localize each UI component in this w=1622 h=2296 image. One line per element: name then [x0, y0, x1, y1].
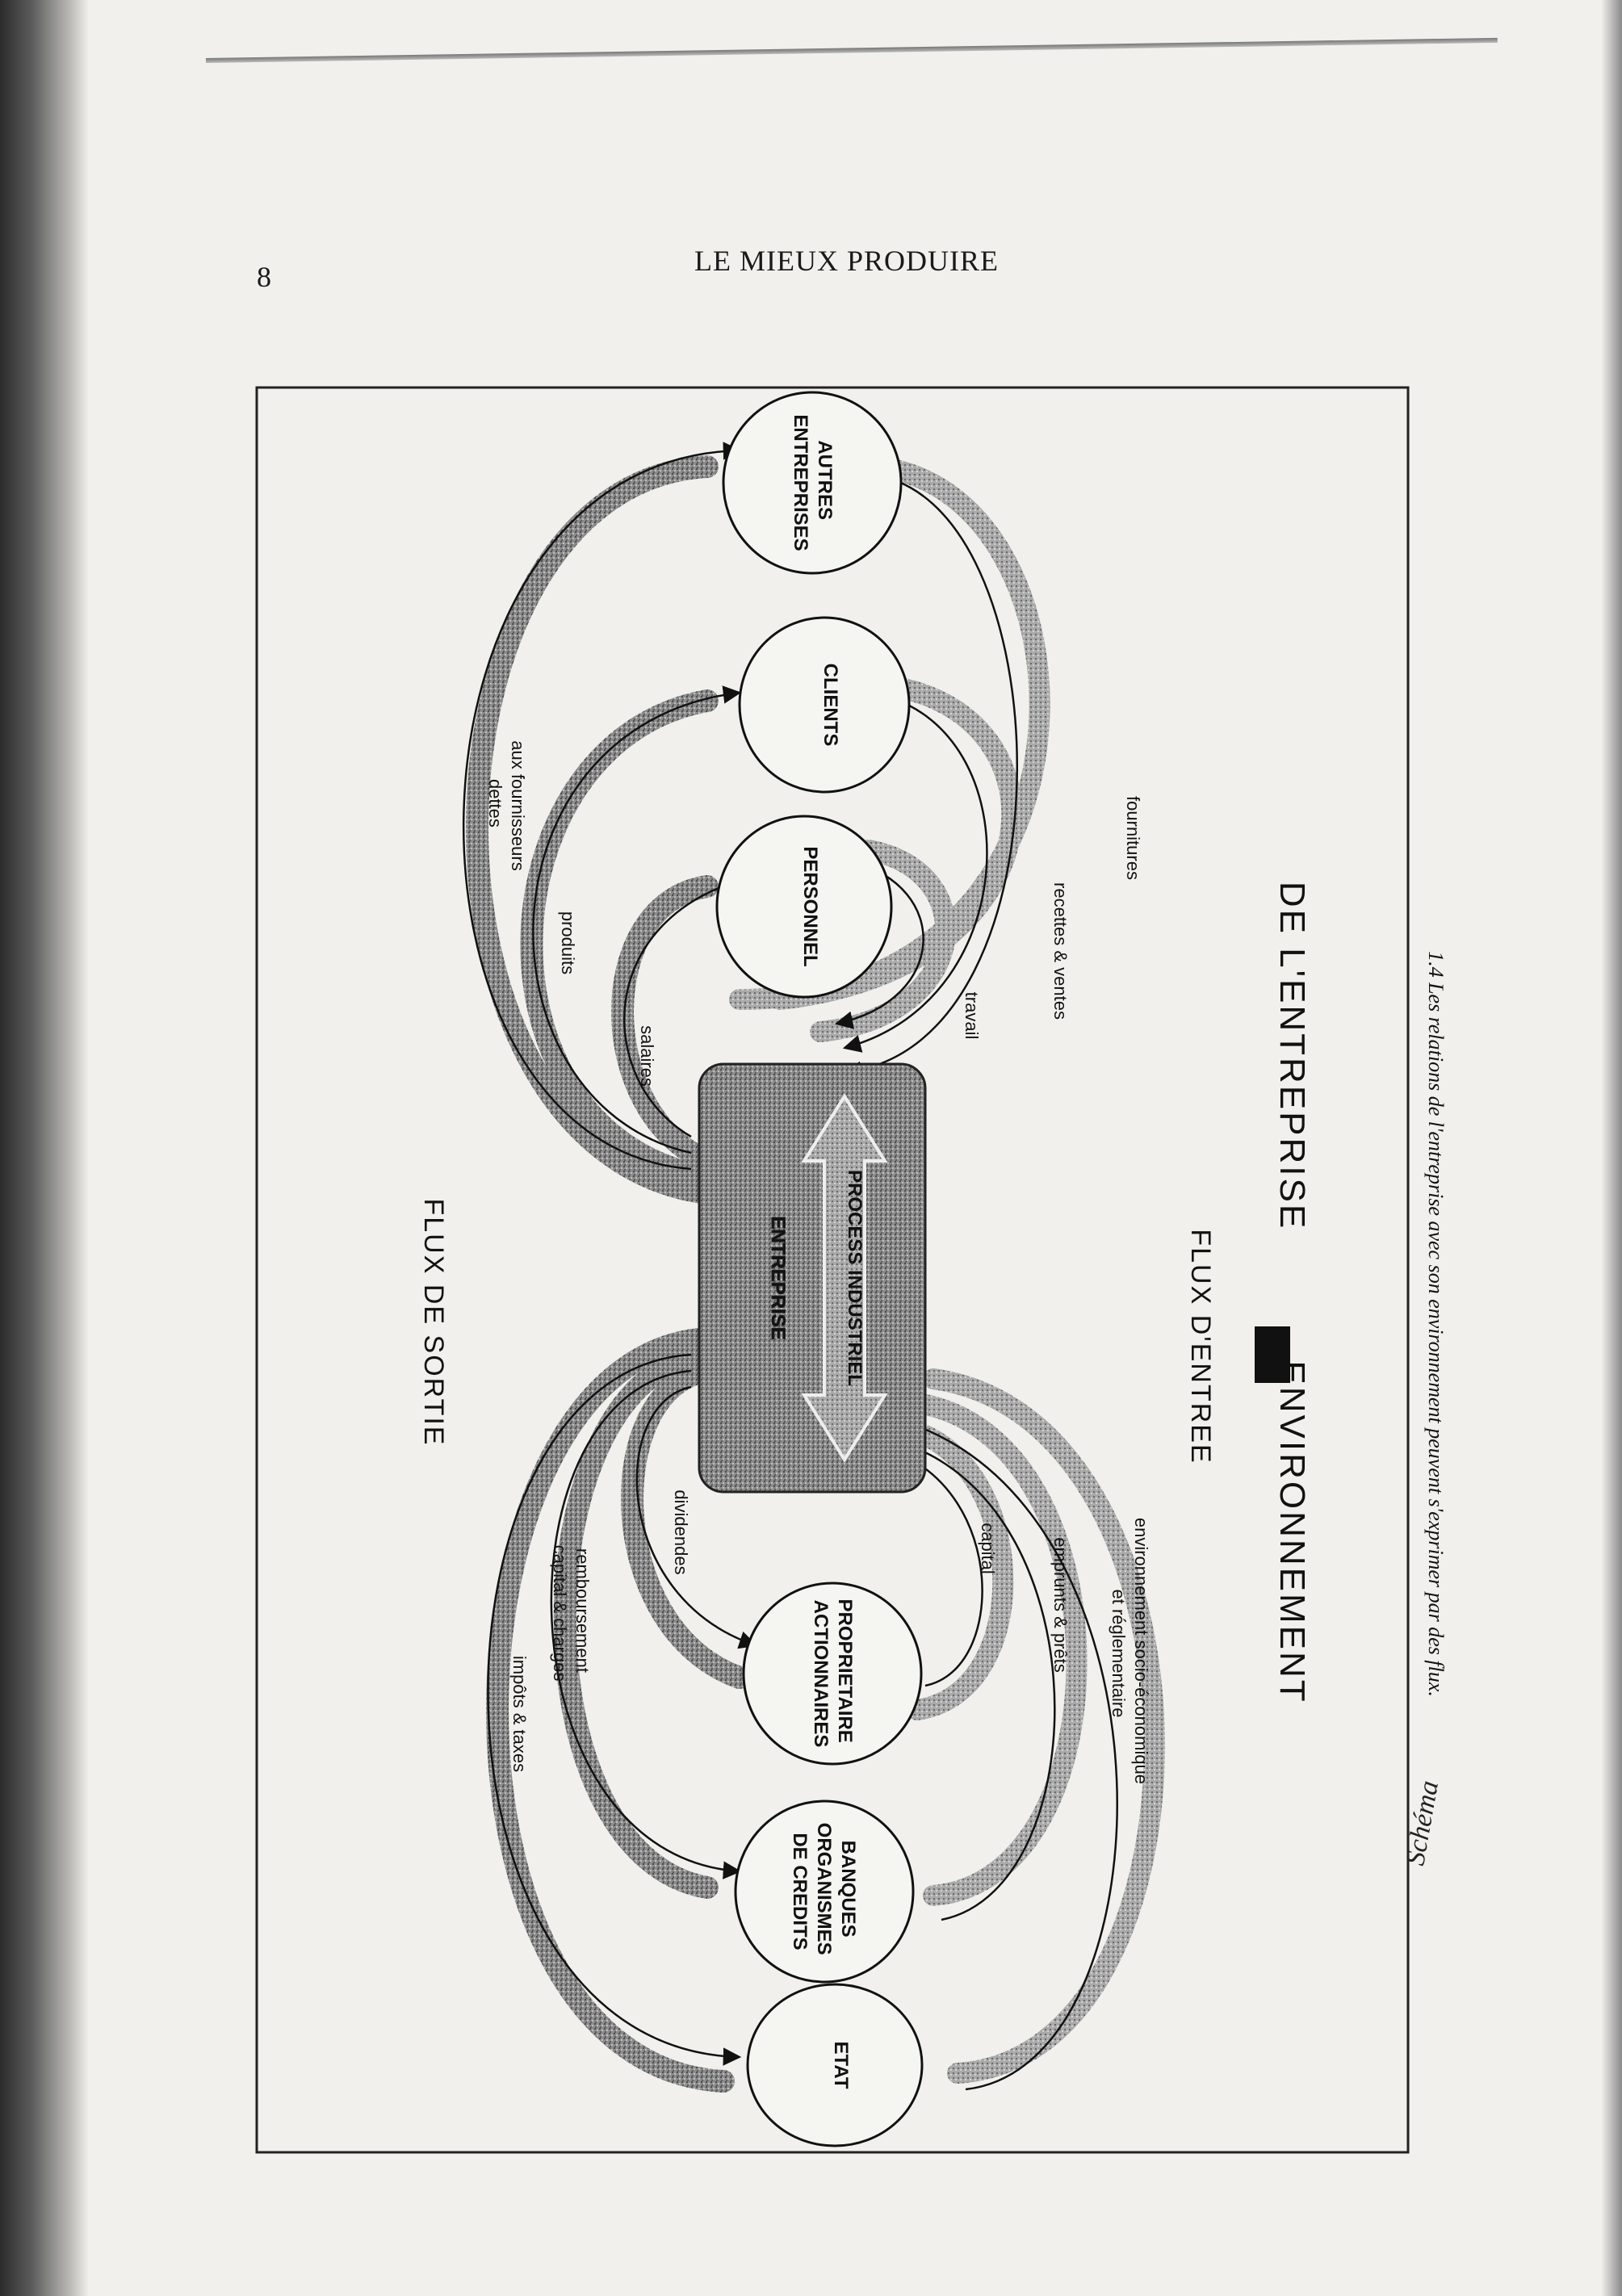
label-capital: capital [978, 1523, 998, 1574]
node-clients: CLIENTS [738, 616, 911, 794]
entreprise-title: ENTREPRISE [767, 1216, 789, 1339]
label-dividendes: dividendes [671, 1489, 691, 1574]
svg-text:ETAT: ETAT [830, 2041, 852, 2089]
node-proprietaire: PROPRIETAIRE ACTIONNAIRES [742, 1582, 923, 1766]
environment-diagram: ENTREPRISE PROCESS INDUSTRIEL AUTRES ENT… [255, 386, 1410, 2154]
svg-text:BANQUES ORGANISMES: BANQUES ORGANISMES DE CREDITS [789, 1823, 859, 1961]
svg-text:CLIENTS: CLIENTS [819, 664, 841, 747]
label-dettes: dettes aux fournisseurs [485, 740, 528, 870]
label-travail: travail [962, 992, 982, 1040]
label-fournitures: fournitures [1123, 796, 1143, 880]
band-dettes [466, 455, 719, 1205]
svg-text:PERSONNEL: PERSONNEL [799, 846, 821, 966]
running-head: LE MIEUX PRODUIRE [694, 245, 999, 277]
label-flux-entree: FLUX D'ENTREE [1185, 1229, 1216, 1464]
title-environnement: ENVIRONNEMENT [1272, 1360, 1312, 1703]
binding-shadow [0, 0, 89, 2296]
svg-text:PROPRIETAIRE ACTIONNAIRE: PROPRIETAIRE ACTIONNAIRES [810, 1599, 856, 1749]
node-etat: ETAT [746, 1983, 924, 2147]
label-emprunts: emprunts & prêts [1050, 1537, 1071, 1673]
caption-layer: 1.4 Les relations de l'entreprise avec s… [1400, 951, 1448, 1868]
node-personnel: PERSONNEL [715, 815, 893, 999]
page-edge-shadow [1601, 0, 1622, 2296]
top-rule [205, 37, 1498, 63]
label-recettes: recettes & ventes [1050, 882, 1071, 1020]
label-environnement: environnement socio-économique et réglem… [1109, 1518, 1151, 1789]
page-number: 8 [257, 261, 271, 293]
figure-caption: 1.4 Les relations de l'entreprise avec s… [1424, 951, 1448, 1697]
label-remboursement: remboursement capital & charges [550, 1545, 593, 1682]
process-label: PROCESS INDUSTRIEL [844, 1170, 865, 1386]
title-entreprise: DE L'ENTREPRISE [1272, 882, 1312, 1230]
label-produits: produits [558, 911, 578, 974]
entreprise-block: ENTREPRISE PROCESS INDUSTRIEL [698, 1062, 927, 1494]
diagram-svg: ENTREPRISE PROCESS INDUSTRIEL AUTRES ENT… [255, 386, 1410, 2154]
node-autres-entreprises: AUTRES ENTREPRISES [722, 391, 903, 575]
svg-text:AUTRES ENTREPRISES: AUTRES ENTREPRISES [790, 414, 836, 551]
node-banques: BANQUES ORGANISMES DE CREDITS [734, 1800, 915, 1984]
diagram-frame [255, 386, 1410, 2154]
band-salaires [611, 875, 719, 1172]
label-flux-sortie: FLUX DE SORTIE [418, 1199, 449, 1447]
handwritten-note: Schéma [1400, 1779, 1444, 1868]
band-capital [907, 1425, 1014, 1720]
band-emprunts [907, 1393, 1088, 1906]
label-impots: impôts & taxes [509, 1656, 530, 1772]
title-redaction-mark [1255, 1326, 1290, 1383]
band-dividendes [621, 1360, 751, 1689]
label-salaires: salaires [637, 1025, 657, 1087]
band-impots [486, 1327, 735, 2093]
band-travail [810, 840, 957, 1042]
band-recettes [769, 674, 1023, 1010]
flow-arrows [462, 442, 1118, 2091]
process-double-arrow [801, 1093, 888, 1463]
